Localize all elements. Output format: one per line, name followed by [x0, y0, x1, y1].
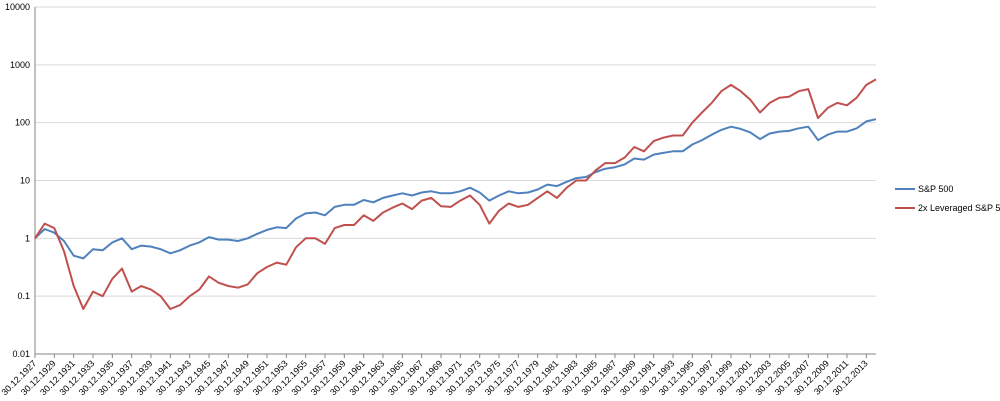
- y-tick-label: 0.01: [12, 349, 30, 359]
- y-tick-label: 10000: [5, 2, 30, 12]
- series-line: [34, 78, 877, 310]
- y-tick-label: 1000: [10, 60, 30, 70]
- y-tick-label: 10: [20, 176, 30, 186]
- y-tick-label: 1: [25, 233, 30, 243]
- y-tick-label: 0.1: [17, 291, 30, 301]
- y-tick-label: 100: [15, 118, 30, 128]
- legend-label: 2x Leveraged S&P 500: [918, 203, 1000, 213]
- legend-label: S&P 500: [918, 184, 953, 194]
- series-line: [34, 118, 877, 260]
